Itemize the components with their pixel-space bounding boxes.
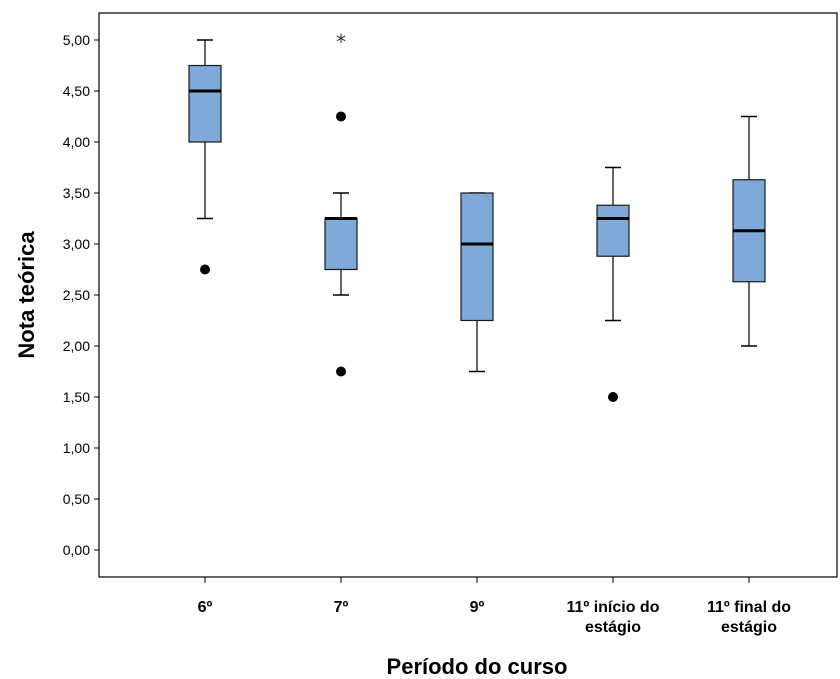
outlier-point <box>200 264 210 275</box>
x-tick-label: 11º final do <box>707 599 791 616</box>
y-tick-label: 2,00 <box>63 338 90 354</box>
x-tick-label: 11º início do <box>567 599 660 616</box>
outlier-point <box>608 392 618 402</box>
y-tick-label: 1,00 <box>63 440 90 456</box>
x-tick-label: 9º <box>470 599 485 616</box>
box-group: * <box>324 30 358 377</box>
x-tick-label: estágio <box>585 619 641 636</box>
box <box>460 192 494 322</box>
x-tick-label: 6º <box>198 599 213 616</box>
y-tick-label: 5,00 <box>63 32 90 48</box>
y-axis-title: Nota teórica <box>14 231 39 359</box>
outlier-point <box>336 366 346 377</box>
boxes: * <box>188 30 766 402</box>
box-group <box>596 166 630 402</box>
y-axis: 0,00 0,50 1,00 1,50 2,00 2,50 3,00 3,50 4,00 4,50… <box>63 32 99 558</box>
y-tick-label: 3,00 <box>63 236 90 252</box>
box-group <box>460 192 494 373</box>
y-tick-label: 4,00 <box>63 134 90 150</box>
y-tick-label: 4,50 <box>63 83 90 99</box>
box-group <box>188 39 222 275</box>
box <box>596 204 630 257</box>
y-tick-label: 0,50 <box>63 491 90 507</box>
y-tick-label: 3,50 <box>63 185 90 201</box>
y-tick-label: 2,50 <box>63 287 90 303</box>
extreme-point: * <box>336 30 346 54</box>
y-tick-label: 0,00 <box>63 542 90 558</box>
box <box>324 217 358 271</box>
box <box>188 64 222 143</box>
box-group <box>732 115 766 347</box>
x-tick-label: estágio <box>721 619 777 636</box>
outlier-point <box>336 111 346 122</box>
x-tick-label: 7º <box>334 599 349 616</box>
x-axis-title: Período do curso <box>387 654 568 679</box>
y-tick-label: 1,50 <box>63 389 90 405</box>
x-axis: 6º 7º 9º 11º início do estágio 11º final do es… <box>198 577 791 636</box>
